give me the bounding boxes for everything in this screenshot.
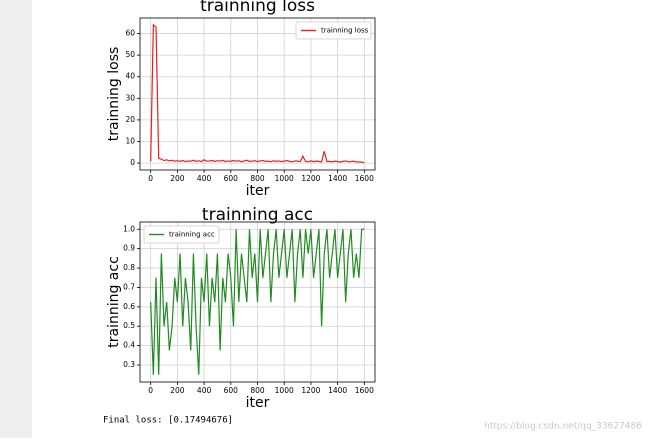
legend-box [143, 225, 220, 244]
x-tick-label: 600 [224, 386, 239, 395]
y-axis-label: trainning loss [106, 47, 122, 142]
y-tick-label: 0.9 [123, 244, 135, 253]
x-tick-label: 200 [170, 174, 185, 183]
y-tick-label: 40 [125, 72, 135, 81]
x-tick-label: 1400 [328, 174, 347, 183]
y-tick-label: 0.3 [123, 360, 135, 369]
x-tick-label: 1400 [328, 386, 347, 395]
y-tick-label: 0.5 [123, 321, 135, 330]
y-tick-label: 50 [125, 50, 135, 59]
y-tick-label: 10 [125, 137, 135, 146]
output-text: Final loss: [0.17494676] [103, 416, 233, 426]
y-tick-label: 0.7 [123, 282, 135, 291]
x-axis-label: iter [246, 395, 270, 411]
watermark: https://blog.csdn.net/qq_33627486 [484, 422, 642, 432]
x-tick-label: 800 [250, 386, 265, 395]
x-tick-label: 400 [197, 174, 212, 183]
x-tick-label: 200 [170, 386, 185, 395]
y-tick-label: 30 [125, 93, 135, 102]
y-tick-label: 0 [130, 158, 135, 167]
y-tick-label: 0.6 [123, 302, 135, 311]
x-tick-label: 600 [224, 174, 239, 183]
x-tick-label: 1200 [301, 174, 320, 183]
y-tick-label: 60 [125, 29, 135, 38]
chart-title: trainning loss [200, 0, 315, 16]
x-tick-label: 1600 [355, 386, 374, 395]
chart-title: trainning acc [202, 205, 313, 225]
y-tick-label: 0.8 [123, 263, 135, 272]
data-line [150, 23, 365, 164]
legend-box [295, 21, 372, 40]
x-tick-label: 1600 [355, 174, 374, 183]
side-gutter [0, 0, 32, 438]
axes-frame [139, 221, 376, 383]
data-line [150, 228, 365, 375]
x-tick-label: 0 [148, 386, 153, 395]
y-tick-label: 0.4 [123, 341, 135, 350]
axes-frame [139, 17, 376, 171]
legend-label: trainning loss [321, 27, 369, 35]
legend-label: trainning acc [169, 231, 215, 239]
x-tick-label: 400 [197, 386, 212, 395]
y-tick-label: 20 [125, 115, 135, 124]
y-axis-label: trainning acc [106, 256, 122, 348]
x-axis-label: iter [246, 183, 270, 199]
x-tick-label: 1200 [301, 386, 320, 395]
x-tick-label: 0 [148, 174, 153, 183]
x-tick-label: 1000 [275, 386, 294, 395]
x-tick-label: 800 [250, 174, 265, 183]
y-tick-label: 1.0 [123, 224, 135, 233]
x-tick-label: 1000 [275, 174, 294, 183]
